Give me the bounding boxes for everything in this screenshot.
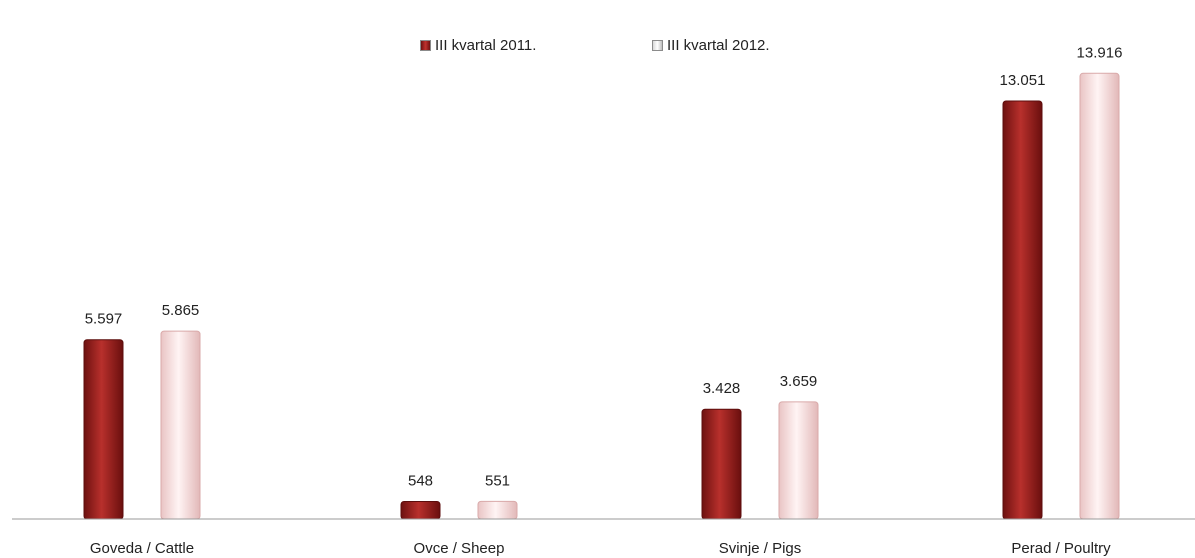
value-label-s0-c0: 5.597 (85, 311, 123, 328)
value-label-s0-c2: 3.428 (703, 380, 741, 397)
legend-item-2011: III kvartal 2011. (420, 37, 536, 54)
legend-swatch-2012 (652, 40, 663, 51)
legend-label-2012: III kvartal 2012. (667, 37, 770, 54)
bar-s1-c3 (1079, 72, 1120, 520)
value-label-s0-c3: 13.051 (1000, 72, 1046, 89)
bar-s1-c1 (477, 500, 518, 520)
bar-s0-c3 (1002, 100, 1043, 520)
bar-s1-c2 (778, 401, 819, 520)
category-label-0: Goveda / Cattle (90, 540, 194, 557)
category-labels-layer: Goveda / Cattle Ovce / Sheep Svinje / Pigs… (90, 540, 1111, 557)
bar-s0-c0 (83, 339, 124, 520)
value-label-s0-c1: 548 (408, 472, 433, 489)
bars-layer (83, 72, 1120, 520)
category-label-1: Ovce / Sheep (414, 540, 505, 557)
legend-label-2011: III kvartal 2011. (435, 37, 537, 54)
value-label-s1-c0: 5.865 (162, 302, 200, 319)
legend-item-2012: III kvartal 2012. (652, 37, 770, 54)
legend-swatch-2011 (420, 40, 431, 51)
value-label-s1-c3: 13.916 (1077, 44, 1123, 61)
bar-s1-c0 (160, 330, 201, 520)
bar-s0-c2 (701, 408, 742, 520)
category-label-2: Svinje / Pigs (719, 540, 802, 557)
value-label-s1-c2: 3.659 (780, 373, 818, 390)
value-label-s1-c1: 551 (485, 472, 510, 489)
category-label-3: Perad / Poultry (1011, 540, 1111, 557)
value-labels-layer: 5.597 5.865 548 551 3.428 3.659 13.051 13.916 (85, 44, 1123, 489)
bar-s0-c1 (400, 500, 441, 520)
